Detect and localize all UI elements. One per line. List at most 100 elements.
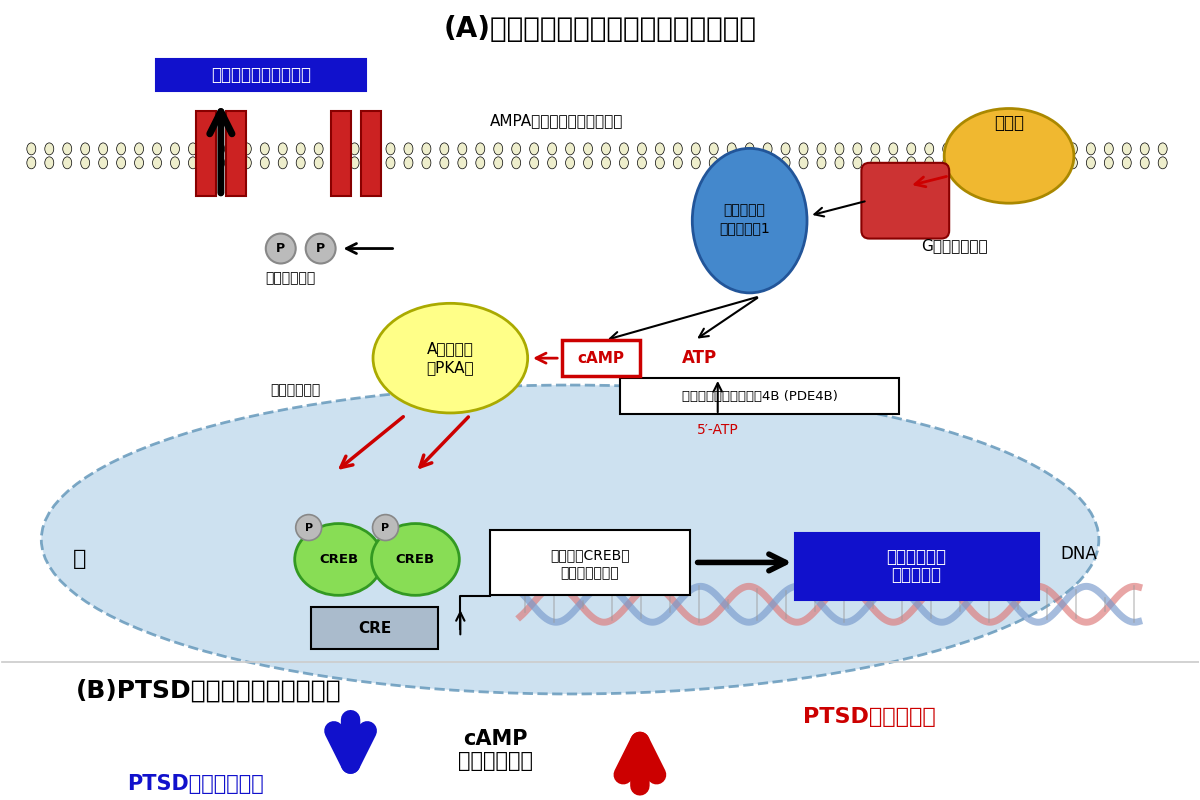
Bar xyxy=(620,378,899,414)
Ellipse shape xyxy=(188,143,198,155)
Ellipse shape xyxy=(350,157,359,169)
Ellipse shape xyxy=(547,157,557,169)
Ellipse shape xyxy=(295,514,322,541)
Ellipse shape xyxy=(116,157,126,169)
Ellipse shape xyxy=(458,157,467,169)
Ellipse shape xyxy=(889,143,898,155)
Ellipse shape xyxy=(781,143,790,155)
Ellipse shape xyxy=(278,157,287,169)
Ellipse shape xyxy=(925,143,934,155)
Ellipse shape xyxy=(206,143,215,155)
Bar xyxy=(226,111,246,196)
Ellipse shape xyxy=(278,143,287,155)
Ellipse shape xyxy=(152,157,162,169)
Ellipse shape xyxy=(386,143,395,155)
Ellipse shape xyxy=(763,157,772,169)
Ellipse shape xyxy=(943,143,952,155)
Text: （リン酸化）: （リン酸化） xyxy=(270,383,320,397)
Text: シクラーゼ1: シクラーゼ1 xyxy=(719,222,770,235)
Ellipse shape xyxy=(224,143,233,155)
Text: （PKA）: （PKA） xyxy=(426,361,474,376)
Ellipse shape xyxy=(1068,157,1078,169)
Ellipse shape xyxy=(565,157,575,169)
Text: P: P xyxy=(305,522,313,533)
Bar xyxy=(562,340,640,376)
Ellipse shape xyxy=(871,157,880,169)
Ellipse shape xyxy=(619,143,629,155)
Ellipse shape xyxy=(979,143,988,155)
Ellipse shape xyxy=(1122,143,1132,155)
Ellipse shape xyxy=(745,157,754,169)
Text: cAMP: cAMP xyxy=(463,729,528,749)
Ellipse shape xyxy=(404,157,413,169)
Ellipse shape xyxy=(1104,143,1114,155)
Ellipse shape xyxy=(943,157,952,169)
Ellipse shape xyxy=(26,157,36,169)
Ellipse shape xyxy=(134,143,144,155)
Ellipse shape xyxy=(440,157,449,169)
Ellipse shape xyxy=(655,143,665,155)
Ellipse shape xyxy=(295,523,383,595)
Ellipse shape xyxy=(493,157,503,169)
Bar xyxy=(331,111,350,196)
Ellipse shape xyxy=(44,143,54,155)
Bar xyxy=(311,607,438,649)
Text: 再固定強化: 再固定強化 xyxy=(892,566,941,584)
Ellipse shape xyxy=(709,143,719,155)
Text: AMPA型グルタミン酸受容体: AMPA型グルタミン酸受容体 xyxy=(491,114,624,129)
Ellipse shape xyxy=(62,157,72,169)
Ellipse shape xyxy=(296,157,305,169)
Ellipse shape xyxy=(98,157,108,169)
Ellipse shape xyxy=(511,143,521,155)
Ellipse shape xyxy=(152,143,162,155)
Ellipse shape xyxy=(350,143,359,155)
Ellipse shape xyxy=(373,303,528,413)
Ellipse shape xyxy=(692,148,808,293)
Ellipse shape xyxy=(1014,157,1024,169)
Ellipse shape xyxy=(547,143,557,155)
Ellipse shape xyxy=(727,143,736,155)
Ellipse shape xyxy=(224,157,233,169)
Ellipse shape xyxy=(529,157,539,169)
Ellipse shape xyxy=(853,157,862,169)
Ellipse shape xyxy=(637,143,647,155)
Ellipse shape xyxy=(1032,143,1042,155)
Ellipse shape xyxy=(781,157,790,169)
Ellipse shape xyxy=(907,157,916,169)
Ellipse shape xyxy=(996,143,1006,155)
Ellipse shape xyxy=(188,157,198,169)
Ellipse shape xyxy=(41,385,1099,694)
Text: アデニル酸: アデニル酸 xyxy=(724,204,766,218)
Ellipse shape xyxy=(493,143,503,155)
Ellipse shape xyxy=(673,143,683,155)
Text: 情報伝達経路: 情報伝達経路 xyxy=(457,750,533,770)
Ellipse shape xyxy=(601,157,611,169)
Ellipse shape xyxy=(332,157,341,169)
Text: P: P xyxy=(382,522,390,533)
Ellipse shape xyxy=(475,143,485,155)
Text: （リン酸化）: （リン酸化） xyxy=(265,271,316,286)
Text: Gタンパク質群: Gタンパク質群 xyxy=(920,238,988,253)
Text: よる転写活性化: よる転写活性化 xyxy=(560,566,619,580)
Bar xyxy=(360,111,380,196)
Ellipse shape xyxy=(422,157,431,169)
Ellipse shape xyxy=(763,143,772,155)
Ellipse shape xyxy=(565,143,575,155)
Ellipse shape xyxy=(372,514,398,541)
Ellipse shape xyxy=(583,157,593,169)
Ellipse shape xyxy=(1050,143,1060,155)
Ellipse shape xyxy=(944,109,1074,203)
Ellipse shape xyxy=(979,157,988,169)
Ellipse shape xyxy=(907,143,916,155)
Ellipse shape xyxy=(799,143,808,155)
Ellipse shape xyxy=(80,143,90,155)
Ellipse shape xyxy=(306,234,336,263)
Text: 5′-ATP: 5′-ATP xyxy=(697,423,739,437)
Ellipse shape xyxy=(1014,143,1024,155)
Ellipse shape xyxy=(961,143,970,155)
Ellipse shape xyxy=(260,157,269,169)
Ellipse shape xyxy=(529,143,539,155)
Text: 核: 核 xyxy=(72,550,86,570)
Bar xyxy=(491,530,690,595)
Text: P: P xyxy=(276,242,286,255)
